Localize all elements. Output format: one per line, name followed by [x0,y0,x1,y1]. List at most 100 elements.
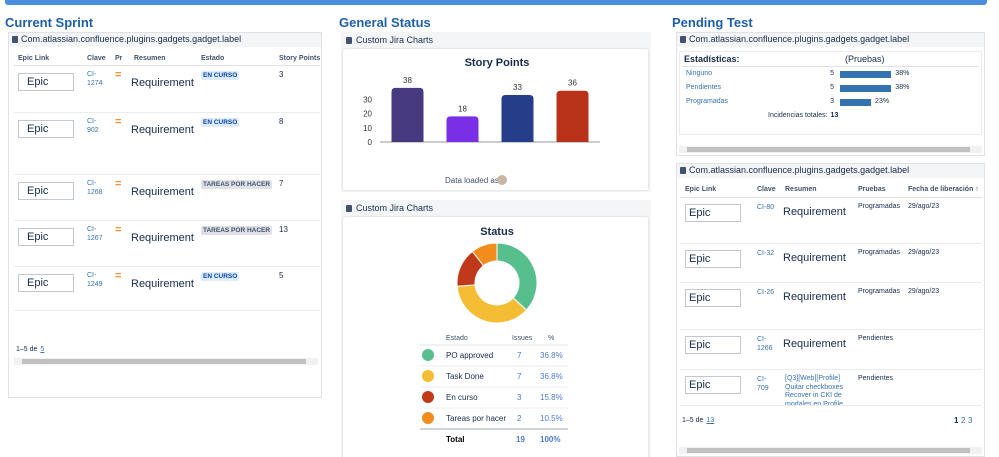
stats-count: 5 [830,84,834,91]
issue-key[interactable]: CI-1274 [87,71,103,87]
issue-key[interactable]: CI-32 [757,250,775,257]
test-status: Pendientes [858,375,894,382]
table-header: Pruebas [858,186,886,193]
stats-percent: 23% [875,98,890,105]
story-points: 3 [279,70,284,79]
stats-bar [840,71,892,78]
pager: 1–5 de 13 [682,417,715,424]
epic-link[interactable]: Epic [27,76,49,88]
row-rule [680,243,982,244]
scrollbar-thumb [687,147,970,152]
epic-cell: Epic [18,73,74,91]
row-rule [14,220,320,221]
summary: Requirement [783,206,846,218]
epic-link[interactable]: Epic [689,379,711,391]
issue-key[interactable]: CI-709 [757,376,769,392]
story-points: 13 [279,225,288,234]
stats-subheading: (Pruebas) [845,54,885,64]
gadget-icon [12,36,18,43]
epic-link[interactable]: Epic [689,207,711,219]
summary: Requirement [783,252,846,264]
summary: Requirement [131,278,194,290]
stats-percent: 38% [895,84,910,91]
epic-cell: Epic [18,120,74,138]
stats-total-value: 13 [830,112,839,119]
epic-link[interactable]: Epic [27,185,49,197]
status-lozenge: TAREAS POR HACER [201,226,273,235]
chart-footer: Data loaded as [445,176,499,185]
issue-key[interactable]: CI-1249 [87,272,103,288]
table-header: Pr [115,55,123,62]
issue-key[interactable]: CI-902 [87,118,99,134]
issue-key[interactable]: CI-80 [757,204,775,211]
gadget-title: Com.atlassian.confluence.plugins.gadgets… [689,165,910,175]
pager: 1–5 de 5 [16,346,45,353]
table-header: Epic Link [685,186,717,193]
story-points: 7 [279,179,284,188]
priority: = [115,69,122,81]
epic-cell: Epic [18,182,74,200]
stats-count: 3 [830,98,834,105]
epic-link[interactable]: Epic [689,339,711,351]
epic-link[interactable]: Epic [27,231,49,243]
page-link[interactable]: 2 [961,416,966,425]
header-rule [14,65,320,66]
pager-link[interactable]: 13 [706,417,715,424]
stats-rule [682,66,979,67]
table-header: Resumen [134,55,166,62]
table-header: Resumen [785,186,817,193]
summary: Requirement [783,338,846,350]
release-date: 29/ago/23 [908,249,940,256]
summary[interactable]: [Q3][Web][Profile] Quitar checkboxes Rec… [785,375,843,408]
stats-label: Ninguno [686,70,713,77]
page-link[interactable]: 3 [968,416,973,425]
avatar [497,175,507,185]
gadget-icon [346,205,352,212]
gadget-header [677,164,984,178]
stats-box [679,51,982,135]
top-bar [5,0,987,5]
epic-cell: Epic [685,376,741,394]
summary: Requirement [131,232,194,244]
page-link[interactable]: 1 [954,416,959,425]
table-header: Epic Link [18,55,50,62]
status-lozenge: EN CURSO [201,71,240,80]
table-header: Clave [757,186,776,193]
pager-link[interactable]: 5 [40,346,45,353]
test-status: Programadas [858,249,901,256]
stats-percent: 38% [895,70,910,77]
epic-cell: Epic [685,204,741,222]
row-rule [14,174,320,175]
stats-label: Pendientes [686,84,722,91]
epic-link[interactable]: Epic [27,123,49,135]
gadget-icon [346,37,352,44]
gadget-header [677,33,984,47]
gadget-title: Com.atlassian.confluence.plugins.gadgets… [689,34,910,44]
summary: Requirement [131,186,194,198]
summary: Requirement [131,77,194,89]
gadget-title: Custom Jira Charts [356,203,434,213]
epic-cell: Epic [685,250,741,268]
epic-cell: Epic [18,274,74,292]
release-date: 29/ago/23 [908,288,940,295]
gadget-header [9,33,321,47]
epic-link[interactable]: Epic [689,292,711,304]
issue-key[interactable]: CI-1267 [87,226,103,242]
chart-card [343,217,648,457]
gadget [676,32,985,156]
epic-cell: Epic [18,228,74,246]
table-header: Fecha de liberación ↑ [908,186,979,193]
test-status: Pendientes [858,335,894,342]
status-lozenge: EN CURSO [201,272,240,281]
chart-card [343,49,648,190]
issue-key[interactable]: CI-26 [757,289,775,296]
epic-link[interactable]: Epic [27,277,49,289]
story-points: 8 [279,117,284,126]
issue-key[interactable]: CI-1268 [87,180,103,196]
scrollbar-thumb [687,448,970,453]
status-lozenge: TAREAS POR HACER [201,180,273,189]
epic-link[interactable]: Epic [689,253,711,265]
issue-key[interactable]: CI-1266 [757,336,773,352]
stats-bar [840,99,872,106]
priority: = [115,178,122,190]
